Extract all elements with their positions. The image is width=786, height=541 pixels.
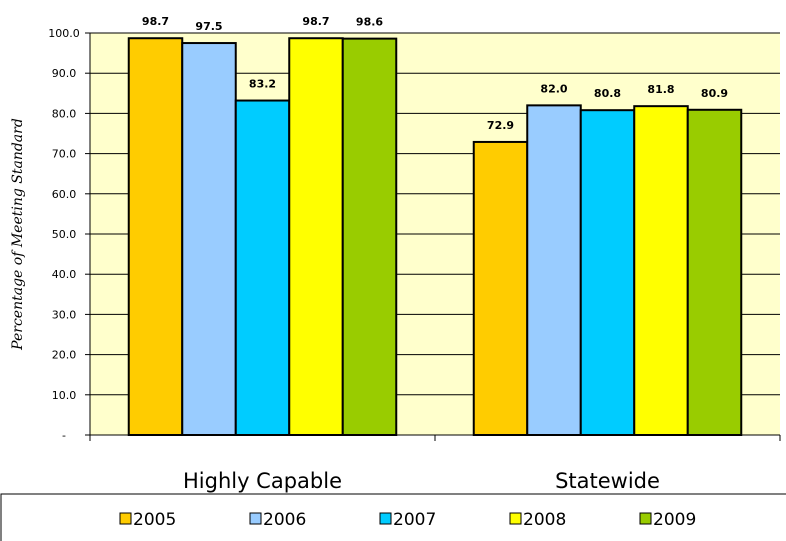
legend-box — [0, 493, 786, 541]
y-tick-label: 100.0 — [48, 27, 80, 40]
legend-swatch — [509, 512, 522, 525]
data-label: 80.8 — [594, 87, 621, 100]
y-tick-label: 90.0 — [52, 67, 77, 80]
data-label: 97.5 — [195, 20, 222, 33]
y-tick-label: 20.0 — [52, 349, 77, 362]
y-tick-label: - — [62, 429, 66, 442]
data-label: 81.8 — [647, 83, 674, 96]
category-label: Statewide — [555, 469, 660, 493]
legend-swatch — [119, 512, 132, 525]
data-label: 80.9 — [701, 87, 728, 100]
legend-label: 2008 — [523, 510, 566, 530]
y-tick-label: 60.0 — [52, 188, 77, 201]
data-label: 82.0 — [540, 82, 567, 95]
y-tick-label: 10.0 — [52, 389, 77, 402]
bar — [234, 99, 291, 436]
bar — [127, 37, 184, 436]
y-tick-label: 30.0 — [52, 308, 77, 321]
bar — [181, 42, 237, 437]
data-label: 72.9 — [487, 119, 514, 132]
legend-label: 2005 — [133, 510, 176, 530]
bar — [341, 37, 398, 437]
data-label: 98.7 — [302, 15, 329, 28]
legend-label: 2006 — [263, 510, 306, 530]
axes — [85, 32, 781, 441]
y-tick-label: 80.0 — [52, 107, 77, 120]
y-tick-label: 70.0 — [52, 148, 77, 161]
bars — [127, 37, 743, 437]
bar — [579, 109, 636, 437]
y-tick-label: 50.0 — [52, 228, 77, 241]
legend: 2005 2006 2007 2008 2009 — [119, 510, 696, 530]
legend-swatch — [379, 512, 392, 525]
data-label: 98.7 — [142, 15, 169, 28]
legend-swatch — [639, 512, 652, 525]
y-tick-label: 40.0 — [52, 268, 77, 281]
y-axis-label: Percentage of Meeting Standard — [10, 118, 26, 351]
legend-swatch — [249, 512, 262, 525]
data-labels: 98.7 97.5 83.2 98.7 98.6 72.9 82.0 80.8 81.8 80.9 — [142, 15, 728, 132]
legend-label: 2007 — [393, 510, 436, 530]
data-label: 98.6 — [356, 16, 383, 29]
data-label: 83.2 — [249, 78, 276, 91]
bar — [526, 104, 582, 437]
bar — [472, 140, 529, 437]
bar — [686, 108, 743, 436]
legend-label: 2009 — [653, 510, 696, 530]
y-axis-ticks: - 10.0 20.0 30.0 40.0 50.0 60.0 70.0 80.0 90.0 100… — [48, 27, 80, 442]
category-label: Highly Capable — [183, 469, 342, 493]
category-labels: Highly Capable Statewide — [183, 469, 660, 493]
bar — [288, 37, 344, 436]
bar — [633, 105, 689, 436]
